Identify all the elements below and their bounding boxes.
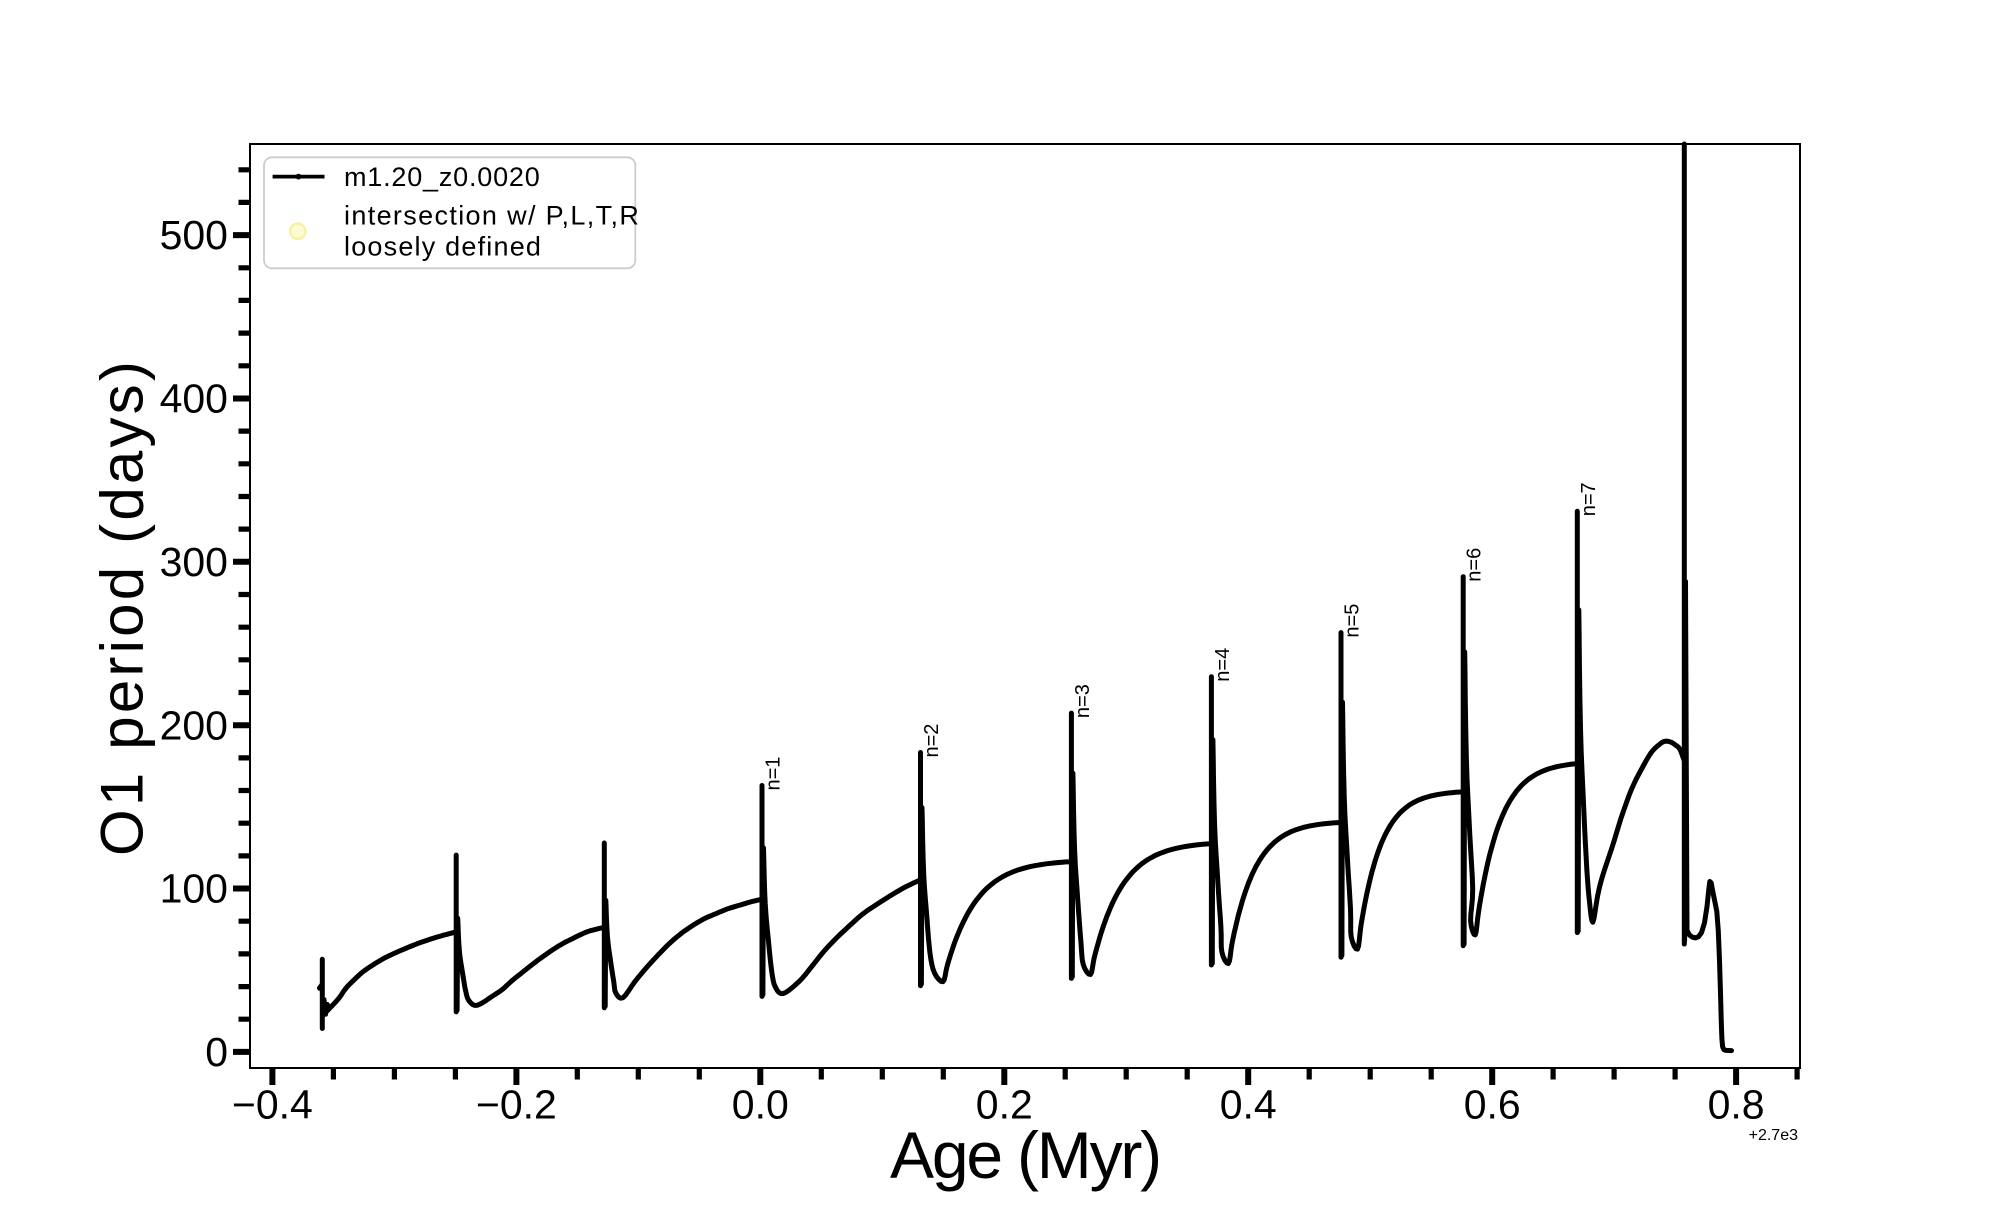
svg-text:0.8: 0.8 — [1708, 1082, 1765, 1128]
svg-text:−0.2: −0.2 — [476, 1082, 557, 1128]
svg-text:0.0: 0.0 — [732, 1082, 789, 1128]
svg-text:n=7: n=7 — [1578, 482, 1600, 516]
svg-text:n=1: n=1 — [763, 757, 785, 791]
svg-text:300: 300 — [160, 539, 228, 585]
svg-text:+2.7e3: +2.7e3 — [1749, 1127, 1798, 1144]
svg-text:n=5: n=5 — [1342, 604, 1364, 638]
svg-text:200: 200 — [160, 702, 228, 748]
svg-text:n=3: n=3 — [1072, 684, 1094, 718]
svg-text:Age (Myr): Age (Myr) — [890, 1118, 1160, 1192]
svg-text:0.6: 0.6 — [1464, 1082, 1521, 1128]
svg-text:intersection w/ P,L,T,R: intersection w/ P,L,T,R — [344, 201, 640, 231]
svg-text:400: 400 — [160, 376, 228, 422]
svg-text:O1 period (days): O1 period (days) — [89, 358, 156, 856]
svg-text:loosely defined: loosely defined — [344, 232, 542, 262]
svg-text:m1.20_z0.0020: m1.20_z0.0020 — [344, 162, 541, 192]
svg-text:n=6: n=6 — [1464, 548, 1486, 582]
svg-text:n=2: n=2 — [921, 724, 943, 758]
svg-text:n=4: n=4 — [1212, 648, 1234, 682]
svg-text:100: 100 — [160, 866, 228, 912]
svg-text:−0.4: −0.4 — [232, 1082, 313, 1128]
svg-text:0.4: 0.4 — [1220, 1082, 1277, 1128]
svg-text:0.2: 0.2 — [976, 1082, 1033, 1128]
svg-text:500: 500 — [160, 212, 228, 258]
svg-text:0: 0 — [205, 1029, 228, 1075]
